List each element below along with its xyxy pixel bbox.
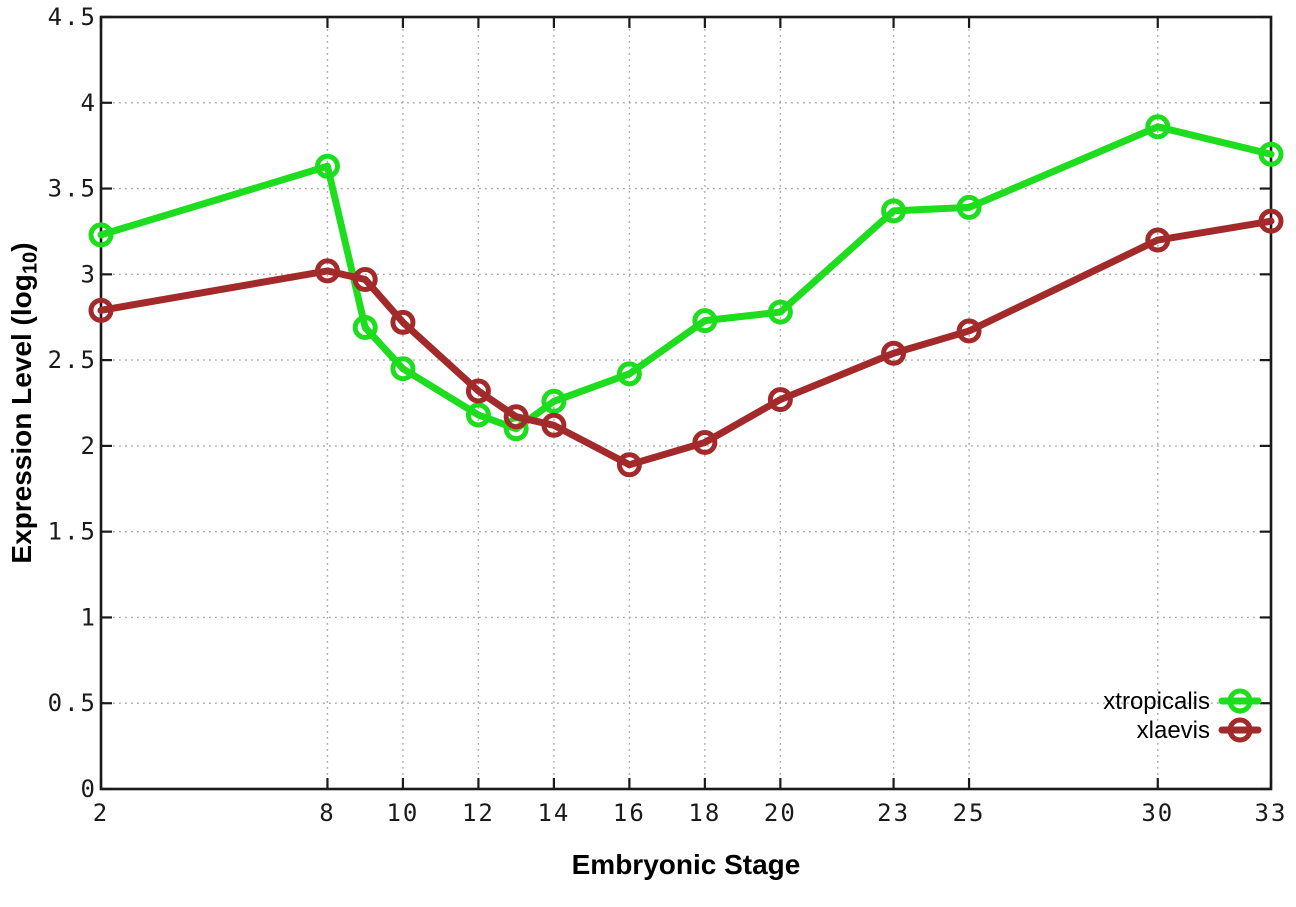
data-point-xtropicalis: [881, 198, 907, 224]
data-point-xlaevis: [956, 318, 982, 344]
data-point-xtropicalis: [314, 153, 340, 179]
y-tick-label: 0: [81, 775, 97, 803]
x-tick-label: 8: [319, 799, 335, 827]
data-point-xtropicalis: [390, 356, 416, 382]
plot-border: [99, 15, 1273, 791]
y-tick-label: 0.5: [48, 689, 97, 717]
x-tick-label: 33: [1255, 799, 1288, 827]
x-tick-label: 25: [953, 799, 986, 827]
data-point-xtropicalis: [352, 315, 378, 341]
data-point-xlaevis: [465, 378, 491, 404]
x-tick-label: 20: [764, 799, 797, 827]
data-point-xtropicalis: [956, 194, 982, 220]
y-tick-label: 2: [81, 432, 97, 460]
legend-marker-xtropicalis: [1227, 688, 1253, 714]
x-tick-label: 30: [1141, 799, 1174, 827]
x-tick-label: 10: [386, 799, 419, 827]
legend-marker-xlaevis: [1227, 717, 1253, 743]
y-axis-title-suffix: ): [6, 242, 37, 252]
y-axis-title: Expression Level (log10): [6, 17, 43, 789]
y-axis-title-subscript: 10: [19, 251, 42, 275]
y-tick-label: 1: [81, 603, 97, 631]
y-tick-label: 2.5: [48, 346, 97, 374]
x-tick-label: 12: [462, 799, 495, 827]
data-point-xtropicalis: [465, 402, 491, 428]
data-point-xlaevis: [881, 340, 907, 366]
data-point-xtropicalis: [767, 299, 793, 325]
series-line-xlaevis: [97, 217, 1275, 469]
data-point-xlaevis: [352, 266, 378, 292]
data-point-xlaevis: [1145, 227, 1171, 253]
y-tick-label: 4.5: [48, 3, 97, 31]
x-tick-label: 2: [93, 799, 109, 827]
y-tick-label: 4: [81, 89, 97, 117]
data-point-xtropicalis: [1258, 141, 1284, 167]
y-tick-label: 3.5: [48, 175, 97, 203]
data-point-xlaevis: [692, 429, 718, 455]
data-point-xlaevis: [1258, 208, 1284, 234]
x-axis-title: Embryonic Stage: [571, 849, 801, 880]
y-axis-title-text: Expression Level (log: [6, 274, 37, 564]
data-point-xtropicalis: [692, 308, 718, 334]
data-point-xtropicalis: [616, 361, 642, 387]
data-point-xlaevis: [767, 387, 793, 413]
data-point-xlaevis: [390, 309, 416, 335]
data-point-xtropicalis: [88, 222, 114, 248]
data-point-xtropicalis: [541, 388, 567, 414]
legend-label-xlaevis: xlaevis: [1137, 717, 1210, 744]
x-tick-label: 16: [613, 799, 646, 827]
data-point-xtropicalis: [1145, 114, 1171, 140]
data-point-xlaevis: [314, 258, 340, 284]
x-tick-label: 23: [877, 799, 910, 827]
data-point-xlaevis: [541, 412, 567, 438]
y-tick-label: 3: [81, 260, 97, 288]
x-tick-label: 14: [537, 799, 570, 827]
data-point-xlaevis: [616, 452, 642, 478]
y-tick-label: 1.5: [48, 518, 97, 546]
data-point-xlaevis: [88, 297, 114, 323]
legend-label-xtropicalis: xtropicalis: [1103, 688, 1210, 715]
x-tick-label: 18: [688, 799, 721, 827]
data-point-xlaevis: [503, 404, 529, 430]
